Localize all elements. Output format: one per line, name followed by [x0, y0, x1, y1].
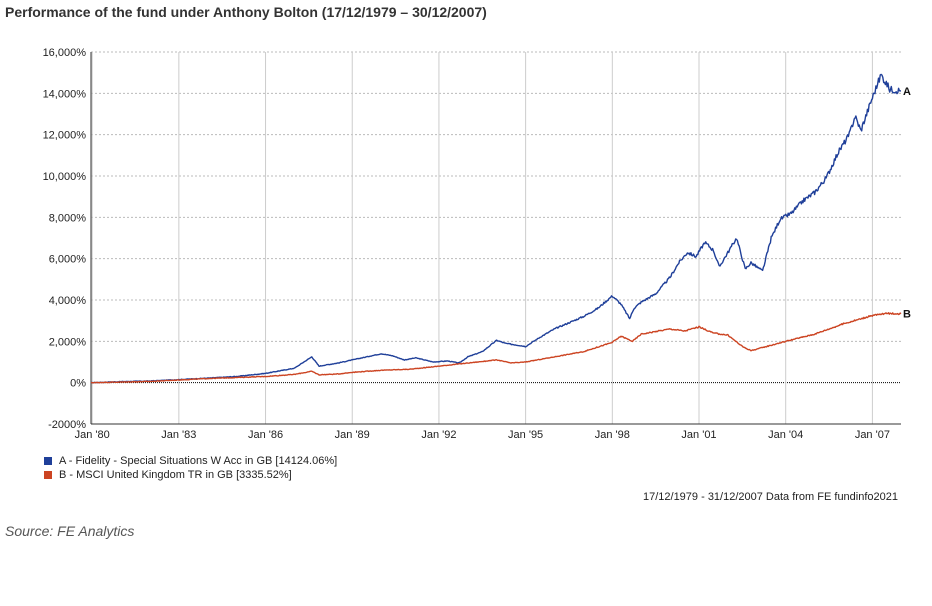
grid-lines	[91, 51, 901, 425]
y-tick-label: 2,000%	[49, 336, 87, 348]
x-tick-label: Jan '86	[248, 429, 283, 441]
x-tick-label: Jan '83	[161, 429, 196, 441]
x-tick-label: Jan '92	[421, 429, 456, 441]
series-end-label-a: A	[903, 86, 911, 98]
x-tick-label: Jan '89	[335, 429, 370, 441]
legend-item-a: A - Fidelity - Special Situations W Acc …	[44, 454, 337, 468]
legend-swatch-b	[44, 471, 52, 479]
chart-title: Performance of the fund under Anthony Bo…	[5, 4, 487, 20]
source-note: Source: FE Analytics	[5, 523, 135, 539]
y-tick-label: 4,000%	[49, 295, 87, 307]
y-tick-label: 6,000%	[49, 254, 87, 266]
legend-item-b: B - MSCI United Kingdom TR in GB [3335.5…	[44, 468, 337, 482]
y-tick-label: -2000%	[48, 419, 86, 431]
y-axis-ticks: -2000% 0% 2,000% 4,000% 6,000% 8,000% 10,000% 1…	[43, 47, 87, 431]
x-tick-label: Jan '95	[508, 429, 543, 441]
series-line-b	[90, 312, 902, 384]
y-tick-label: 12,000%	[43, 130, 87, 142]
chart-axes	[90, 52, 901, 425]
x-tick-label: Jan '80	[75, 429, 110, 441]
y-tick-label: 14,000%	[43, 88, 87, 100]
x-tick-label: Jan '98	[595, 429, 630, 441]
x-tick-label: Jan '01	[681, 429, 716, 441]
series-end-labels: AB	[903, 86, 911, 321]
legend: A - Fidelity - Special Situations W Acc …	[44, 454, 337, 482]
legend-label-b: B - MSCI United Kingdom TR in GB [3335.5…	[59, 469, 292, 481]
legend-label-a: A - Fidelity - Special Situations W Acc …	[59, 455, 338, 467]
y-tick-label: 0%	[70, 378, 86, 390]
legend-swatch-a	[44, 457, 52, 465]
y-tick-label: 8,000%	[49, 212, 87, 224]
y-tick-label: 10,000%	[43, 171, 87, 183]
series-line-a	[91, 73, 902, 384]
data-series	[90, 73, 902, 384]
x-axis-ticks: Jan '80 Jan '83 Jan '86 Jan '89 Jan '92 Jan '…	[75, 429, 890, 441]
date-range-note: 17/12/1979 - 31/12/2007 Data from FE fun…	[642, 491, 898, 503]
series-end-label-b: B	[903, 309, 911, 321]
y-tick-label: 16,000%	[43, 47, 87, 59]
x-tick-label: Jan '04	[768, 429, 803, 441]
x-tick-label: Jan '07	[855, 429, 890, 441]
